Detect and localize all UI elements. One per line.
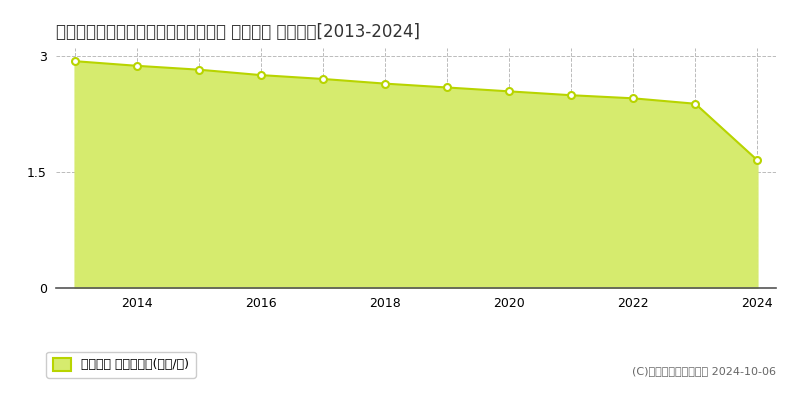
Text: 石川県鳳珠郡能登町字上町ほ部４９番 基準地価 地価推移[2013-2024]: 石川県鳳珠郡能登町字上町ほ部４９番 基準地価 地価推移[2013-2024] (56, 23, 420, 41)
Text: (C)土地価格ドットコム 2024-10-06: (C)土地価格ドットコム 2024-10-06 (632, 366, 776, 376)
Legend: 基準地価 平均坪単価(万円/坪): 基準地価 平均坪単価(万円/坪) (46, 352, 195, 378)
